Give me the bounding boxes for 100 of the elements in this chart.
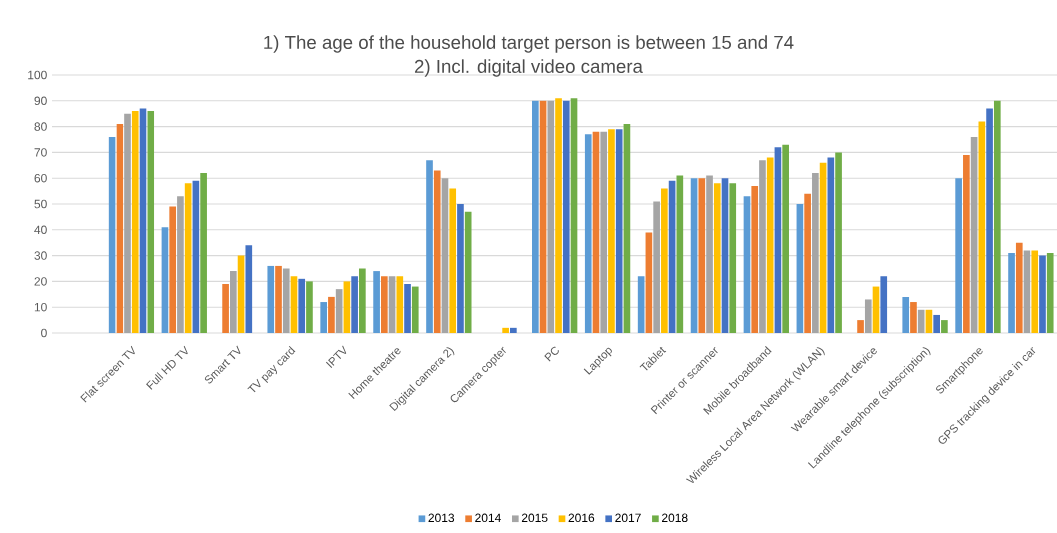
y-tick-label: 40 — [34, 225, 47, 235]
bar — [759, 160, 766, 333]
bar — [653, 201, 660, 333]
bar — [351, 276, 358, 333]
bar — [147, 111, 155, 333]
bar — [955, 178, 962, 333]
bar — [222, 283, 229, 333]
bar — [902, 296, 910, 333]
bar — [668, 180, 676, 333]
bar — [857, 320, 864, 333]
bar — [169, 206, 177, 333]
bar — [766, 157, 774, 333]
bar — [532, 100, 539, 333]
bar — [290, 276, 298, 333]
bar — [963, 154, 970, 333]
bar — [539, 100, 547, 333]
bar — [343, 281, 351, 333]
bar — [804, 193, 811, 333]
bar — [306, 281, 313, 333]
bar — [941, 320, 948, 333]
legend-label: 2016 — [568, 513, 595, 523]
bar — [359, 268, 366, 333]
bar — [267, 265, 275, 333]
bar — [1039, 255, 1046, 333]
bar — [562, 100, 570, 333]
bar — [320, 302, 328, 333]
bar — [721, 178, 729, 333]
bar — [623, 124, 631, 333]
legend-label: 2018 — [662, 513, 688, 523]
bar — [978, 121, 986, 333]
bar — [411, 286, 419, 333]
bar — [275, 265, 282, 333]
bar — [502, 327, 509, 333]
bar — [782, 144, 789, 333]
bar — [441, 178, 449, 333]
bar — [592, 131, 600, 333]
bar — [698, 178, 706, 333]
bar — [774, 147, 782, 333]
bar — [510, 327, 517, 333]
chart-title: 1) The age of the household target person is between 15 and 74 — [264, 35, 794, 53]
bar — [1046, 253, 1054, 333]
y-tick-label: 30 — [34, 251, 47, 260]
bar — [743, 196, 751, 333]
chart-subtitle: 2) Incl. digital video camera — [414, 59, 643, 77]
bar — [404, 283, 411, 333]
bar — [615, 129, 623, 333]
bar — [298, 278, 306, 333]
bar — [910, 302, 917, 333]
bar — [449, 188, 457, 333]
bar — [729, 183, 737, 333]
x-tick-label: PC — [544, 346, 559, 362]
bar — [464, 211, 472, 333]
bar — [124, 113, 131, 333]
bar — [457, 204, 464, 333]
bar — [547, 100, 555, 333]
bar — [230, 271, 237, 333]
bar — [676, 175, 684, 333]
bar — [706, 175, 713, 333]
bar — [1015, 242, 1023, 333]
bar — [864, 299, 872, 333]
bar — [835, 152, 842, 333]
bar — [282, 268, 290, 333]
bar — [433, 170, 441, 333]
bar — [426, 160, 433, 333]
bar — [184, 183, 192, 333]
legend-label: 2015 — [521, 513, 548, 523]
bar — [751, 185, 759, 333]
bar — [827, 157, 835, 333]
bar — [584, 134, 592, 333]
bar — [388, 276, 396, 333]
y-tick-label: 0 — [41, 328, 47, 338]
bar — [880, 276, 888, 333]
bar — [555, 98, 562, 333]
bar — [933, 314, 940, 333]
bar — [161, 227, 169, 333]
bar — [637, 276, 645, 333]
bar — [381, 276, 388, 333]
bar — [608, 129, 615, 333]
bar — [245, 245, 253, 333]
bar — [796, 204, 804, 333]
bar — [1031, 250, 1039, 333]
bar — [970, 136, 978, 333]
bar — [396, 276, 404, 333]
bar — [192, 180, 200, 333]
bar — [1008, 253, 1015, 333]
bar — [570, 98, 578, 333]
bar — [237, 255, 245, 333]
y-tick-label: 60 — [34, 173, 47, 183]
bar — [373, 271, 380, 333]
x-tick-label: Full HD TV — [146, 345, 188, 390]
bar — [917, 309, 925, 333]
bar — [335, 289, 343, 333]
y-tick-label: 10 — [34, 302, 47, 312]
bar — [131, 111, 139, 333]
bar — [108, 136, 116, 333]
bar — [661, 188, 668, 333]
bar — [139, 108, 147, 333]
bar — [690, 178, 698, 333]
bar — [986, 108, 993, 333]
y-tick-label: 80 — [34, 122, 47, 131]
